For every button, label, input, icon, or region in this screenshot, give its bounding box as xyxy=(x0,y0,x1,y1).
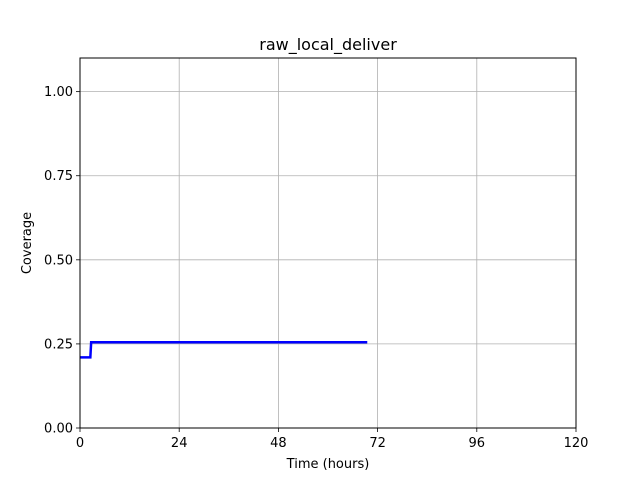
x-axis-label: Time (hours) xyxy=(286,457,370,472)
y-tick-label: 0.50 xyxy=(44,253,73,268)
x-tick-label: 96 xyxy=(469,436,486,451)
plot-frame xyxy=(79,57,577,429)
axis-ticks: 0 24 48 72 96 120 0.00 0.25 0.50 0.75 1.00 xyxy=(44,85,588,451)
y-tick-label: 0.00 xyxy=(44,422,73,437)
y-tick-label: 0.75 xyxy=(44,169,73,184)
series-line xyxy=(80,340,368,359)
y-axis-label: Coverage xyxy=(20,212,35,274)
x-tick-label: 24 xyxy=(171,436,188,451)
x-tick-label: 0 xyxy=(76,436,84,451)
y-tick-label: 0.25 xyxy=(44,337,73,352)
series-layer xyxy=(80,340,368,359)
x-tick-label: 120 xyxy=(564,436,589,451)
x-tick-label: 48 xyxy=(270,436,287,451)
x-tick-label: 72 xyxy=(369,436,386,451)
chart-title: raw_local_deliver xyxy=(259,35,397,55)
y-tick-label: 1.00 xyxy=(44,85,73,100)
